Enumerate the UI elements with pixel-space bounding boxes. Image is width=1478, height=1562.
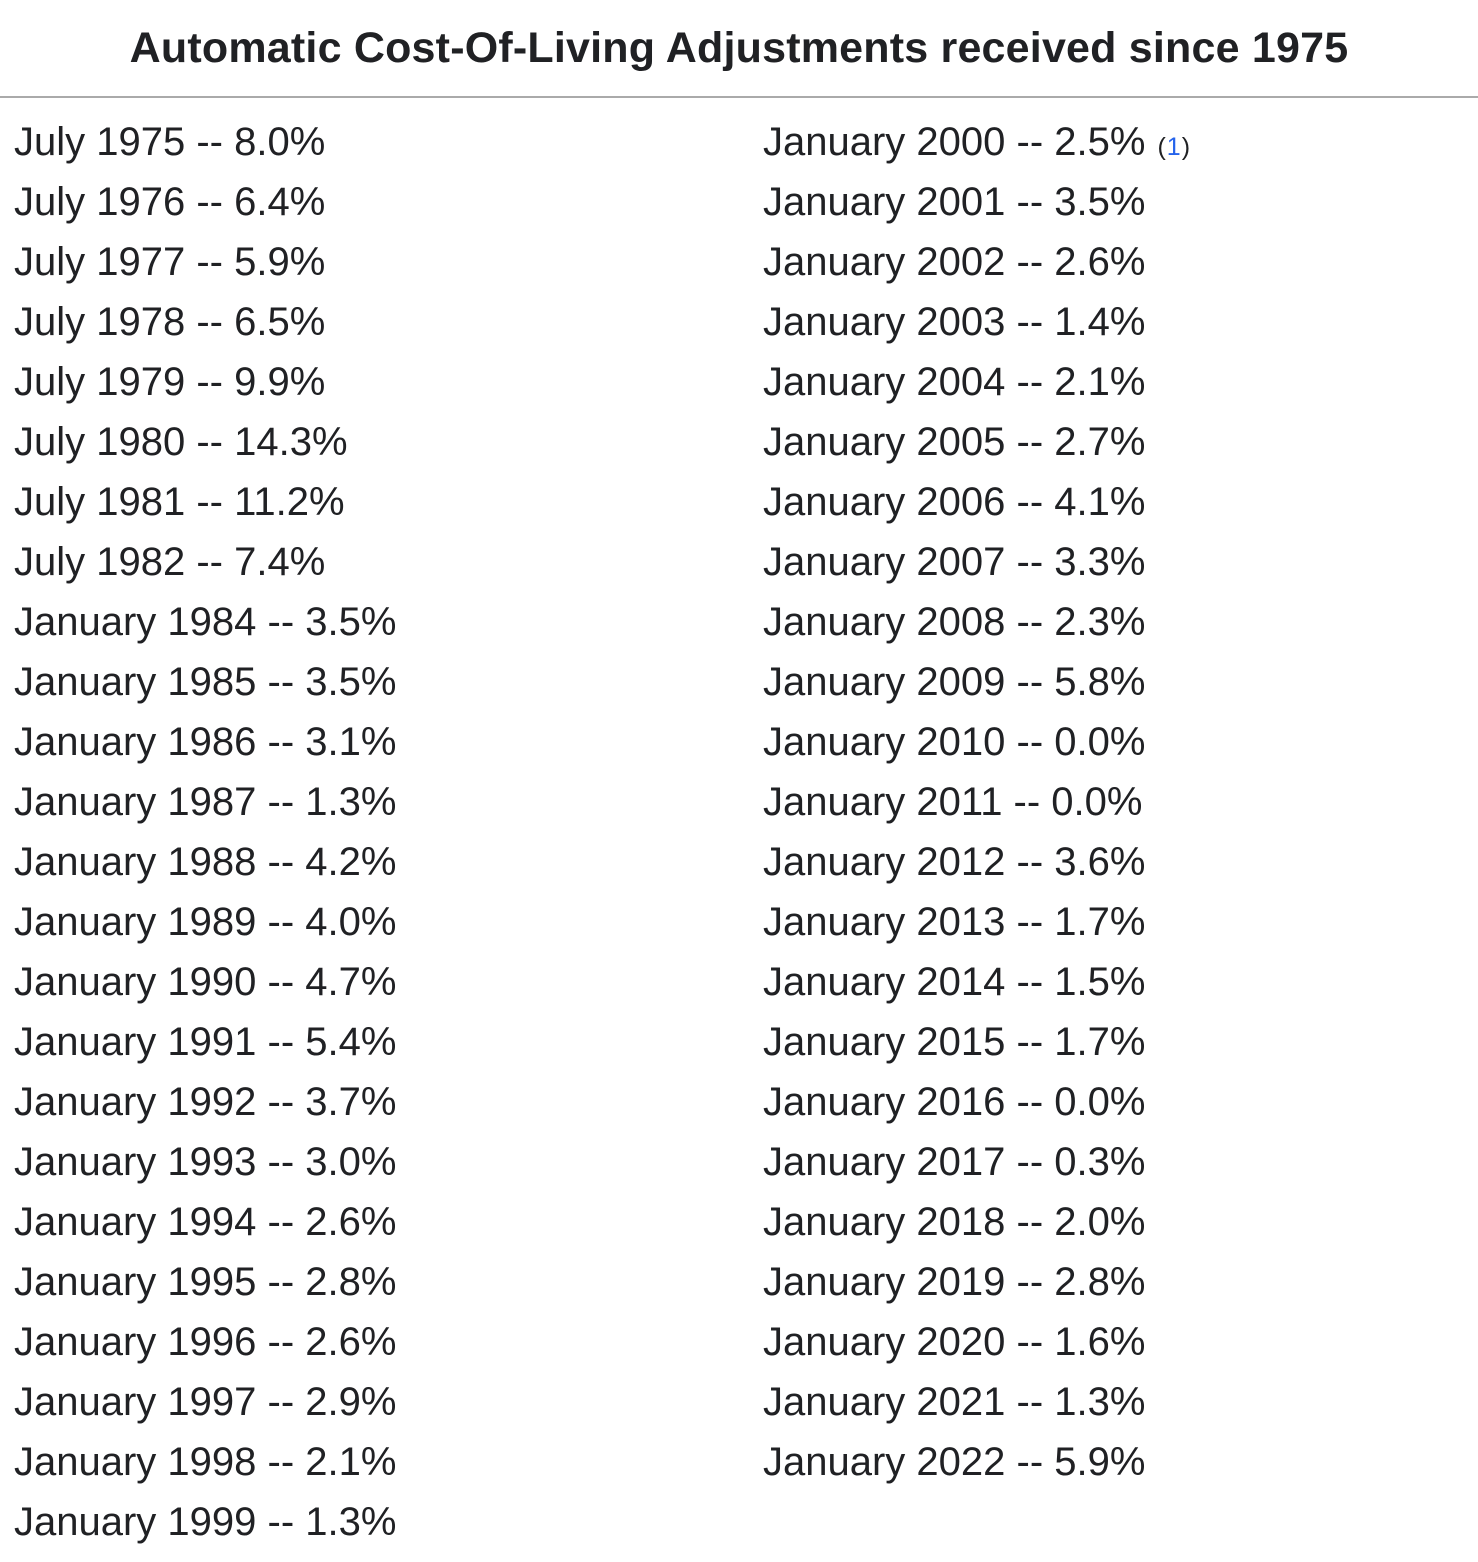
cola-entry: January 2018 -- 2.0% (763, 1200, 1146, 1244)
cola-entry: January 1996 -- 2.6% (14, 1320, 397, 1364)
cola-entry: January 1995 -- 2.8% (14, 1260, 397, 1304)
cola-entry: January 1988 -- 4.2% (14, 840, 397, 884)
cola-entry: January 1989 -- 4.0% (14, 900, 397, 944)
cola-entry: January 2021 -- 1.3% (763, 1380, 1146, 1424)
cola-entry: January 2022 -- 5.9% (763, 1440, 1146, 1484)
cola-entry: January 1994 -- 2.6% (14, 1200, 397, 1244)
cola-entry: January 1998 -- 2.1% (14, 1440, 397, 1484)
cola-entry: January 1985 -- 3.5% (14, 660, 397, 704)
cola-entry: January 2005 -- 2.7% (763, 420, 1146, 464)
cola-entry: January 2017 -- 0.3% (763, 1140, 1146, 1184)
table-header: Automatic Cost-Of-Living Adjustments rec… (0, 0, 1478, 98)
cola-entry: January 2020 -- 1.6% (763, 1320, 1146, 1364)
cola-entry: January 2009 -- 5.8% (763, 660, 1146, 704)
cola-entry: July 1980 -- 14.3% (14, 420, 348, 464)
footnote-link[interactable]: 1 (1166, 133, 1182, 161)
cola-entry-text: January 2000 -- 2.5% (763, 120, 1146, 164)
cola-entry: January 2004 -- 2.1% (763, 360, 1146, 404)
cola-entry: January 1987 -- 1.3% (14, 780, 397, 824)
footnote-paren-close: ) (1181, 133, 1192, 161)
footnote-paren-open: ( (1157, 133, 1167, 161)
cola-entry: January 2019 -- 2.8% (763, 1260, 1146, 1304)
cola-entry: January 2015 -- 1.7% (763, 1020, 1146, 1064)
cola-entry: January 2003 -- 1.4% (763, 300, 1146, 344)
footnote-marker: (1) (1157, 133, 1191, 161)
cola-entry: July 1981 -- 11.2% (14, 480, 345, 524)
cola-entry: January 2011 -- 0.0% (763, 780, 1143, 824)
cola-entry: July 1975 -- 8.0% (14, 120, 326, 164)
cola-entry: January 1984 -- 3.5% (14, 600, 397, 644)
cola-entry: January 2010 -- 0.0% (763, 720, 1146, 764)
cola-entry: January 2002 -- 2.6% (763, 240, 1146, 284)
cola-entry: January 1997 -- 2.9% (14, 1380, 397, 1424)
cola-column-2000-2022: January 2000 -- 2.5% (1) January 2001 -- … (739, 112, 1478, 1552)
cola-entry: July 1978 -- 6.5% (14, 300, 326, 344)
cola-entry: July 1979 -- 9.9% (14, 360, 326, 404)
cola-entry: January 1993 -- 3.0% (14, 1140, 397, 1184)
cola-entry: January 1999 -- 1.3% (14, 1500, 397, 1544)
cola-entry: January 1991 -- 5.4% (14, 1020, 397, 1064)
cola-entry: January 2013 -- 1.7% (763, 900, 1146, 944)
cola-entry: January 2000 -- 2.5% (1) (763, 112, 1478, 172)
cola-entry: July 1976 -- 6.4% (14, 180, 326, 224)
page-title: Automatic Cost-Of-Living Adjustments rec… (129, 23, 1349, 72)
cola-entry: January 2008 -- 2.3% (763, 600, 1146, 644)
cola-entry: January 1990 -- 4.7% (14, 960, 397, 1004)
cola-entry: January 1986 -- 3.1% (14, 720, 397, 764)
cola-entry: July 1977 -- 5.9% (14, 240, 326, 284)
cola-entry: January 2001 -- 3.5% (763, 180, 1146, 224)
cola-entry: January 1992 -- 3.7% (14, 1080, 397, 1124)
cola-entry: July 1982 -- 7.4% (14, 540, 326, 584)
cola-entry: January 2012 -- 3.6% (763, 840, 1146, 884)
cola-list: July 1975 -- 8.0% July 1976 -- 6.4% July… (0, 98, 1478, 1552)
cola-entry: January 2016 -- 0.0% (763, 1080, 1146, 1124)
cola-entry: January 2007 -- 3.3% (763, 540, 1146, 584)
cola-column-1975-1999: July 1975 -- 8.0% July 1976 -- 6.4% July… (0, 112, 739, 1552)
cola-entry: January 2006 -- 4.1% (763, 480, 1146, 524)
cola-entry: January 2014 -- 1.5% (763, 960, 1146, 1004)
